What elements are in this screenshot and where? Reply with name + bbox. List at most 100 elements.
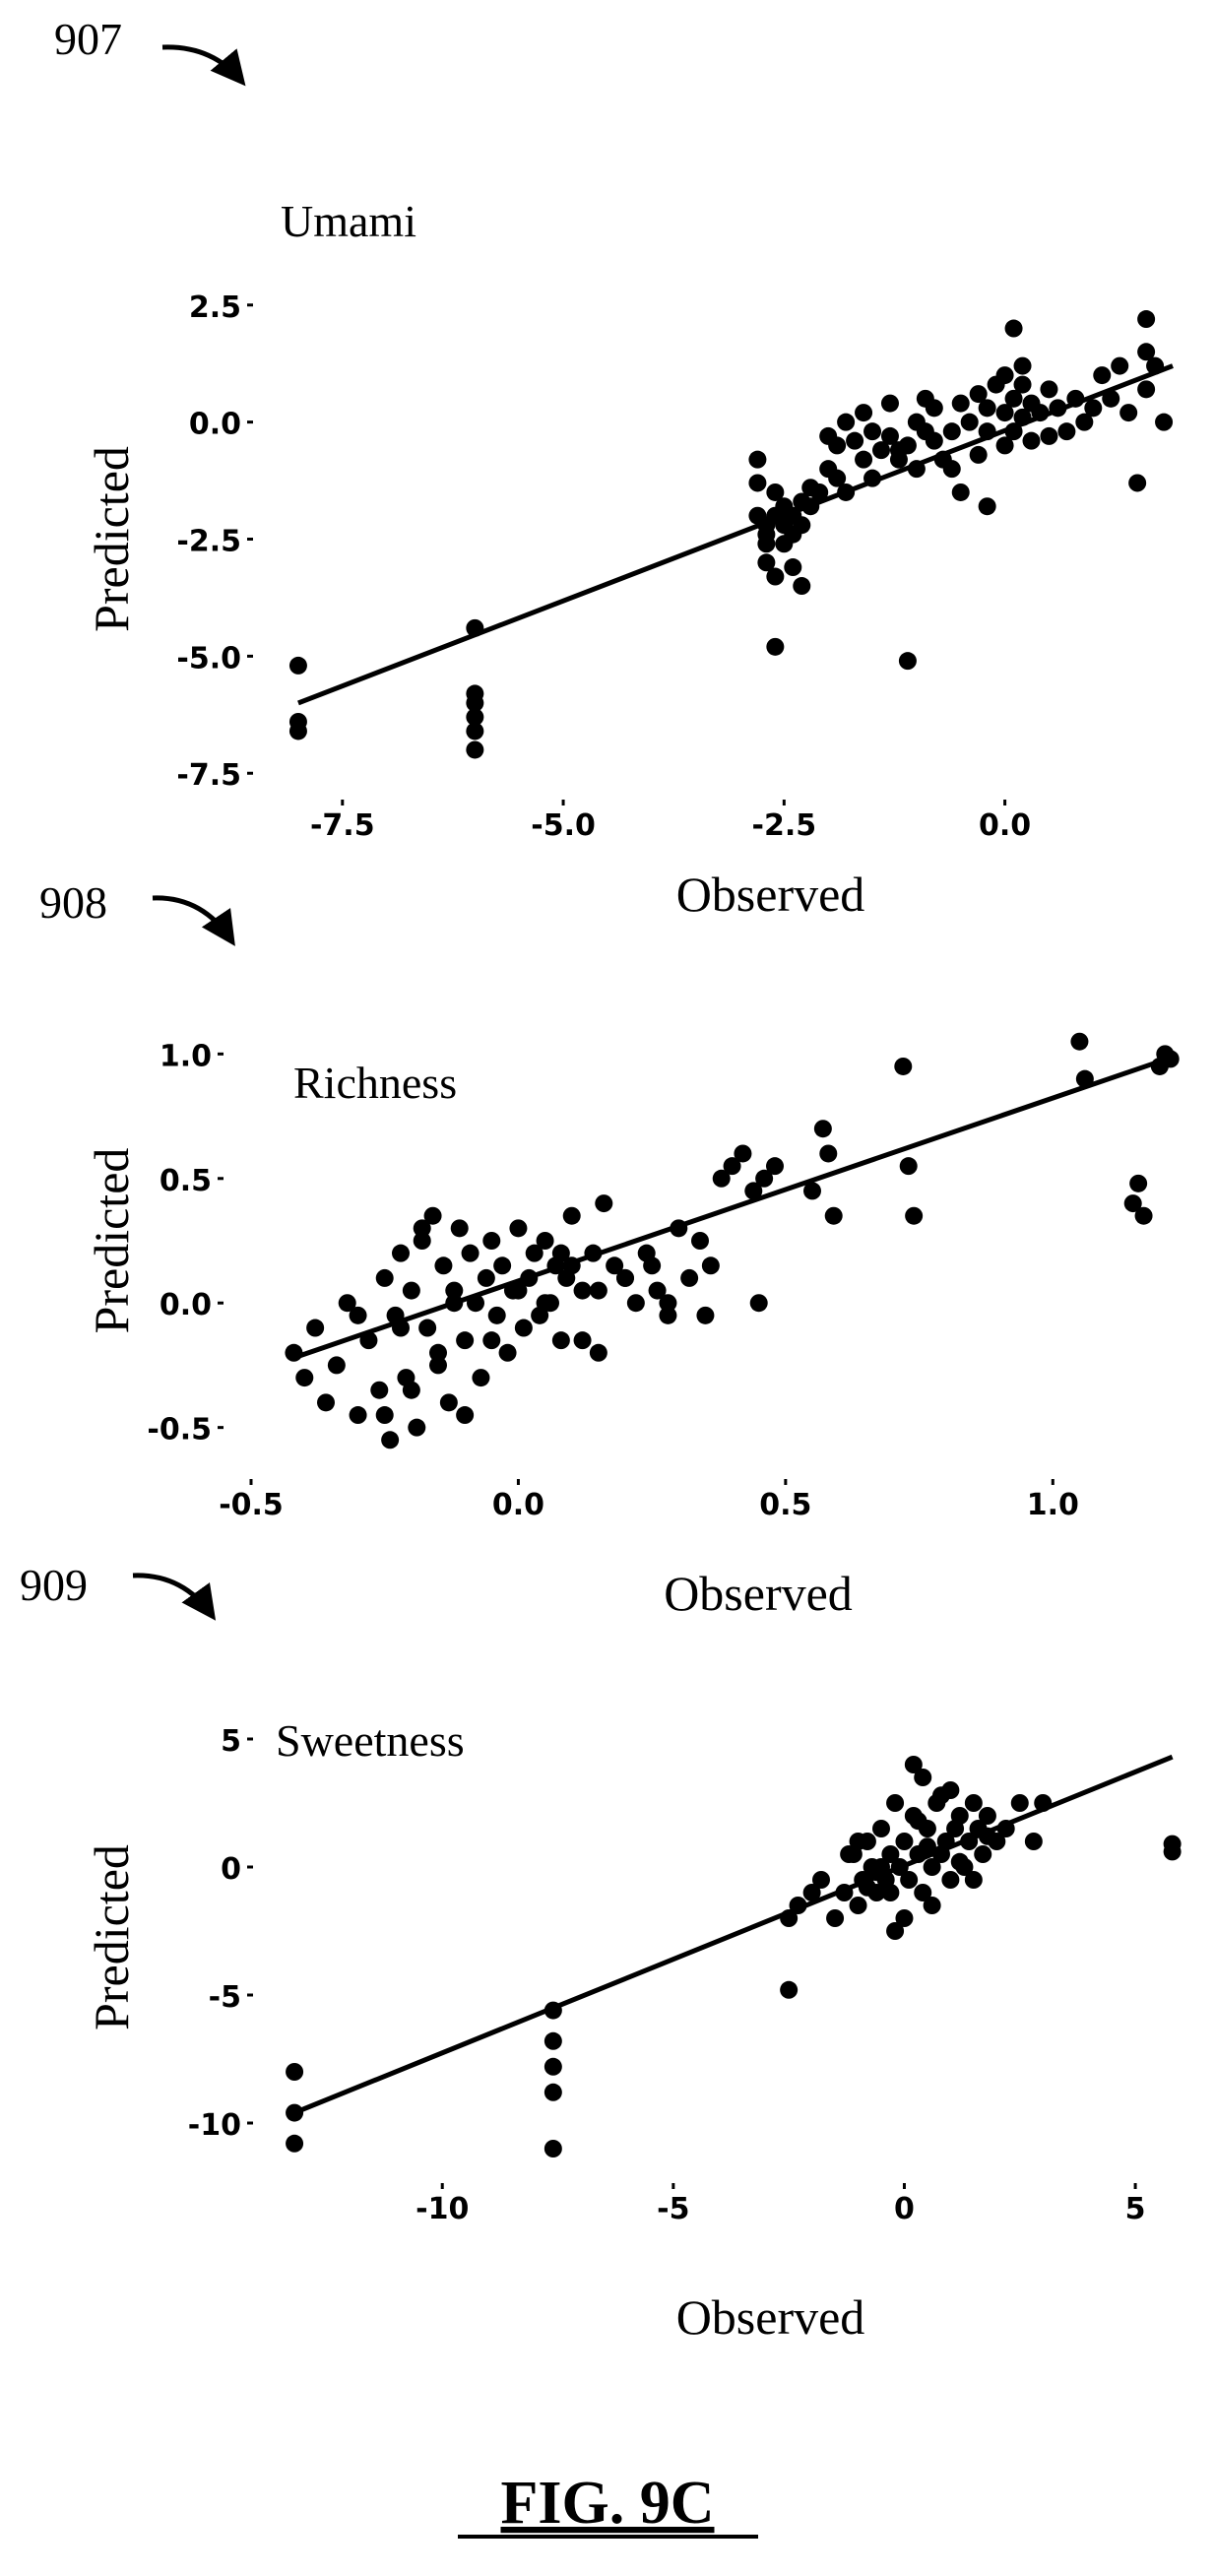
reference-arrow xyxy=(152,895,235,946)
data-point xyxy=(835,1884,854,1901)
chart-title: Richness xyxy=(293,1058,457,1108)
data-point xyxy=(872,1820,890,1837)
x-tick-label: 0 xyxy=(894,2192,915,2226)
x-tick-label: 0.5 xyxy=(759,1488,811,1522)
data-point xyxy=(824,1206,843,1225)
data-point xyxy=(837,483,856,501)
y-tick-label: 5 xyxy=(221,1724,241,1759)
y-tick-label: 0 xyxy=(221,1852,241,1887)
y-tick-label: -5.0 xyxy=(176,641,241,676)
data-point xyxy=(978,1807,996,1825)
data-point xyxy=(536,1294,554,1313)
data-point xyxy=(1093,366,1112,385)
data-point xyxy=(544,2001,562,2020)
data-point xyxy=(461,1244,480,1262)
data-point xyxy=(551,1331,570,1350)
data-point xyxy=(950,1852,969,1871)
data-point xyxy=(445,1281,464,1300)
data-point xyxy=(466,618,484,637)
data-point xyxy=(375,1406,394,1425)
data-point xyxy=(1004,422,1023,441)
data-point xyxy=(408,1418,426,1437)
chart-title: Umami xyxy=(281,196,416,246)
y-axis-label: Predicted xyxy=(84,446,139,632)
data-point xyxy=(1137,310,1156,329)
data-point xyxy=(813,1120,832,1138)
data-point xyxy=(995,436,1014,455)
data-point xyxy=(338,1294,356,1313)
data-point xyxy=(429,1343,447,1362)
data-point xyxy=(734,1144,752,1163)
data-point xyxy=(899,1157,918,1176)
data-point xyxy=(978,422,996,441)
data-point xyxy=(1066,389,1085,408)
x-tick-label: 0.0 xyxy=(492,1488,544,1522)
data-point xyxy=(1013,356,1032,375)
data-point xyxy=(925,399,943,418)
data-point xyxy=(766,567,785,586)
data-point xyxy=(381,1431,400,1449)
y-tick-label: -7.5 xyxy=(176,758,241,793)
y-axis-label: Predicted xyxy=(84,1844,139,2030)
data-point xyxy=(370,1381,389,1399)
data-point xyxy=(643,1256,662,1275)
x-tick-label: 0.0 xyxy=(979,808,1031,843)
data-point xyxy=(801,497,820,516)
chart-title: Sweetness xyxy=(276,1715,465,1766)
data-point xyxy=(445,1294,464,1313)
panel-907: 907 Umami 2.5 0.0 -2.5 -5.0 -7.5 -7.5 -5.0 -2.5 0.… xyxy=(54,14,1174,922)
data-point xyxy=(616,1268,634,1287)
data-point xyxy=(802,1884,821,1901)
data-point xyxy=(306,1319,325,1337)
y-tick-label: -0.5 xyxy=(147,1413,212,1448)
data-point xyxy=(659,1294,677,1313)
data-point xyxy=(648,1281,667,1300)
data-point xyxy=(951,483,970,501)
data-point xyxy=(423,1206,442,1225)
data-point xyxy=(589,1281,608,1300)
data-point xyxy=(482,1331,501,1350)
data-point xyxy=(514,1319,533,1337)
data-point xyxy=(789,1897,807,1914)
panel-908: 908 Richness 1.0 0.5 0.0 -0.5 -0.5 0.0 0.5 1.0 Obs… xyxy=(39,877,1180,1621)
data-point xyxy=(936,1833,955,1850)
data-point xyxy=(466,708,484,727)
data-point xyxy=(456,1331,475,1350)
data-point xyxy=(349,1306,367,1324)
data-point xyxy=(429,1356,447,1375)
data-point xyxy=(562,1206,581,1225)
data-point xyxy=(757,535,776,553)
x-tick-label: -2.5 xyxy=(752,808,817,843)
data-point xyxy=(413,1232,431,1250)
data-point xyxy=(1070,1032,1089,1051)
data-point xyxy=(909,1812,927,1831)
data-point xyxy=(880,426,899,445)
data-point xyxy=(286,2103,304,2122)
data-point xyxy=(402,1281,420,1300)
data-point xyxy=(493,1256,512,1275)
data-point xyxy=(562,1256,581,1275)
data-point xyxy=(402,1381,420,1399)
data-point xyxy=(477,1268,495,1287)
data-point xyxy=(978,399,996,418)
data-point xyxy=(1004,319,1023,338)
data-point xyxy=(974,1845,992,1863)
x-tick-label: -0.5 xyxy=(219,1488,284,1522)
data-point xyxy=(285,1343,303,1362)
data-point xyxy=(855,404,873,422)
data-point xyxy=(766,483,785,501)
data-point xyxy=(1119,404,1138,422)
data-point xyxy=(1049,399,1067,418)
y-tick-label: 0.5 xyxy=(160,1164,212,1198)
data-point xyxy=(964,1871,983,1889)
data-point xyxy=(1075,1069,1094,1088)
data-point xyxy=(359,1331,378,1350)
data-point xyxy=(784,558,802,577)
data-point xyxy=(828,469,847,487)
scatter-plots: 907 Umami 2.5 0.0 -2.5 -5.0 -7.5 -7.5 -5.0 -2.5 0.… xyxy=(20,14,1182,2345)
data-point xyxy=(1004,389,1023,408)
data-point xyxy=(418,1319,437,1337)
data-point xyxy=(996,1820,1015,1837)
data-point xyxy=(472,1369,490,1387)
